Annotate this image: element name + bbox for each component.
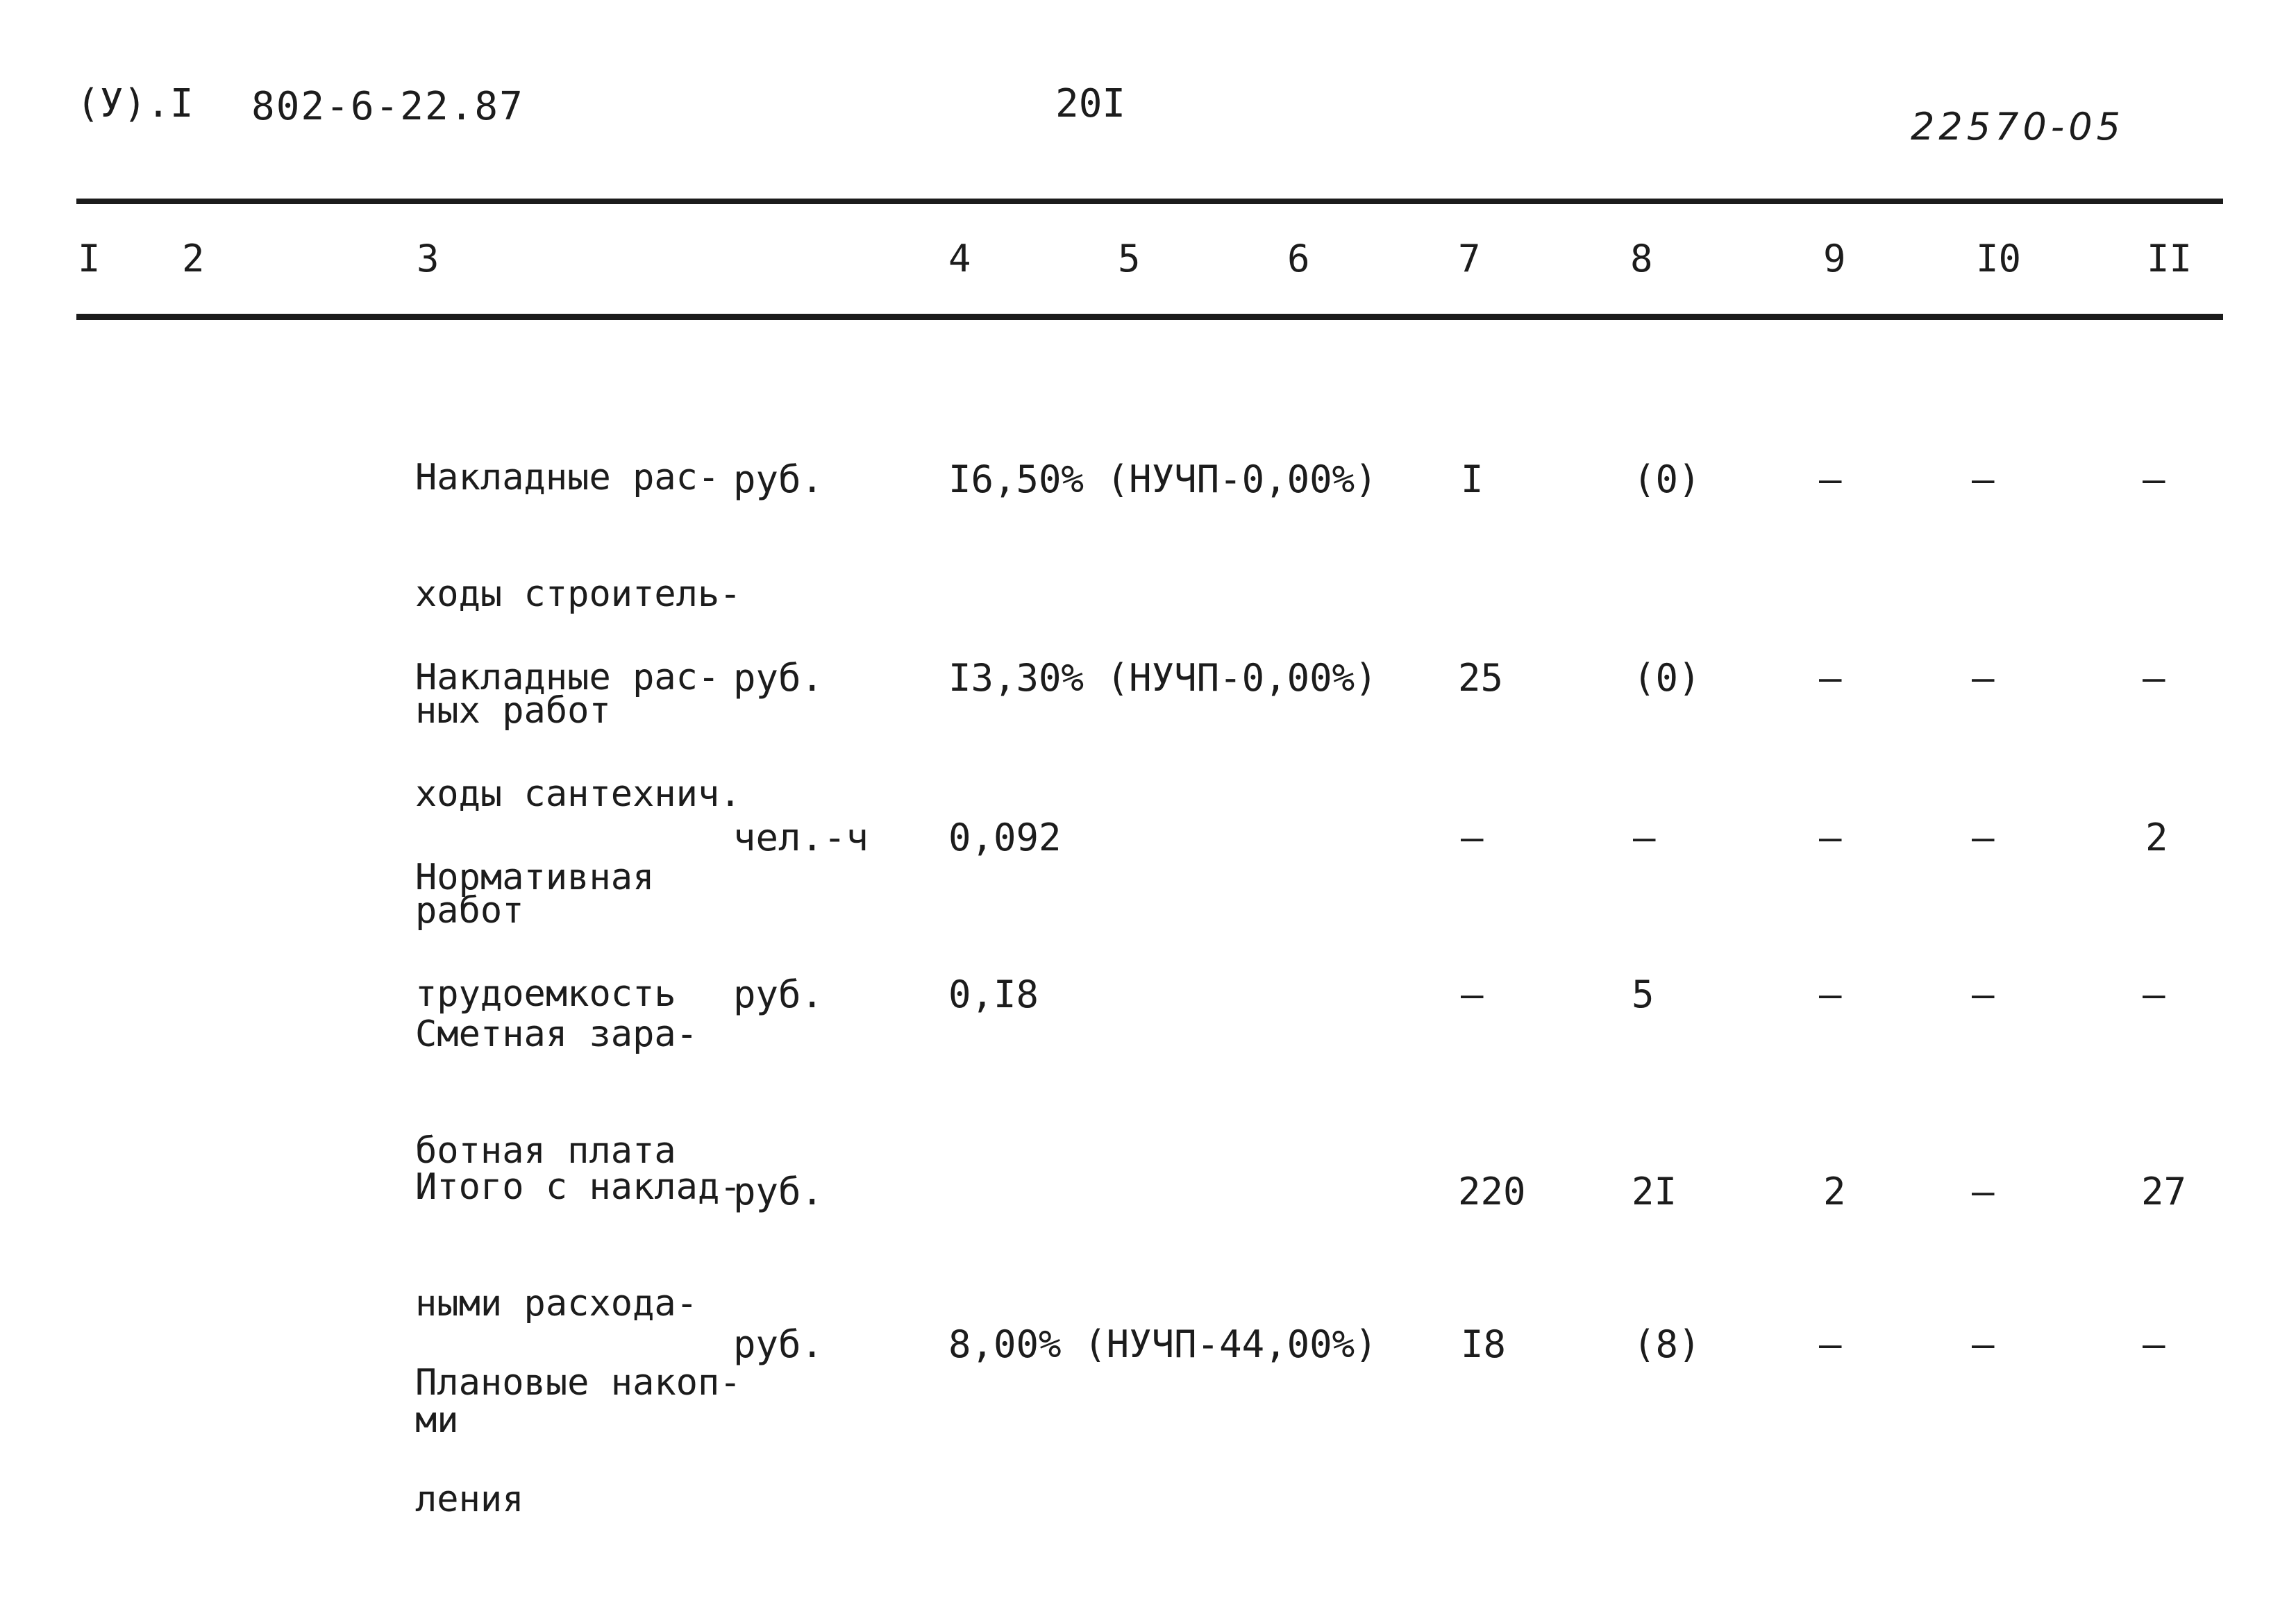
row-col10: –	[1972, 816, 1995, 859]
row-description-line: ходы сантехнич.	[415, 773, 741, 815]
column-number-10: I0	[1976, 237, 2022, 280]
row-col9: 2	[1823, 1170, 1846, 1213]
column-number-8: 8	[1630, 237, 1653, 280]
column-number-6: 6	[1287, 237, 1310, 280]
column-number-1: I	[78, 237, 101, 280]
document-code: (У).I	[76, 81, 194, 126]
row-description-line: Сметная зара-	[415, 1014, 698, 1055]
row-col8: 5	[1632, 973, 1654, 1016]
row-col10: –	[1972, 457, 1995, 501]
row-description-line: ходы строитель-	[415, 573, 741, 615]
row-unit: чел.-ч	[733, 816, 869, 859]
row-description-line: трудоемкость	[415, 973, 676, 1015]
row-col10: –	[1972, 973, 1995, 1016]
document-number: 22570-05	[1911, 105, 2125, 149]
column-number-7: 7	[1458, 237, 1481, 280]
row-col9: –	[1819, 816, 1842, 859]
row-col11: –	[2143, 656, 2165, 700]
row-norm: I3,30% (НУЧП-0,00%)	[948, 656, 1377, 700]
column-number-11: II	[2147, 237, 2193, 280]
row-unit: руб.	[733, 457, 824, 501]
row-col7: I	[1461, 457, 1484, 501]
row-col11: 27	[2141, 1170, 2187, 1213]
document-page: (У).I 802-6-22.87 20I 22570-05 I 2 3 4 5…	[76, 81, 2223, 1519]
table-row-overhead-construction: Накладные рас- ходы строитель- ных работ	[415, 380, 741, 808]
column-number-5: 5	[1118, 237, 1141, 280]
row-description-line: ми	[415, 1399, 459, 1441]
table-row-labor-intensity: Нормативная трудоемкость	[415, 780, 676, 1091]
top-rule	[76, 199, 2223, 204]
row-description-line: ботная плата	[415, 1130, 676, 1172]
row-description-line: ными расхода-	[415, 1283, 698, 1324]
row-norm: 8,00% (НУЧП-44,00%)	[948, 1322, 1377, 1366]
row-unit: руб.	[733, 1322, 824, 1366]
row-col11: –	[2143, 973, 2165, 1016]
row-col10: –	[1972, 656, 1995, 700]
row-description-line: ления	[415, 1479, 524, 1520]
row-col9: –	[1819, 457, 1842, 501]
row-col10: –	[1972, 1322, 1995, 1366]
row-col10: –	[1972, 1170, 1995, 1213]
row-col8: (0)	[1633, 656, 1701, 700]
row-col7: –	[1461, 973, 1484, 1016]
row-unit: руб.	[733, 973, 824, 1016]
row-norm: 0,I8	[948, 973, 1039, 1016]
table-row-wages: Сметная зара- ботная плата	[415, 937, 698, 1248]
column-number-2: 2	[182, 237, 205, 280]
row-col9: –	[1819, 1322, 1842, 1366]
column-number-3: 3	[417, 237, 439, 280]
column-number-9: 9	[1823, 237, 1846, 280]
row-col8: (0)	[1633, 457, 1701, 501]
table-row-planned-savings: Плановые накоп- ления	[415, 1286, 741, 1597]
row-description-line: Накладные рас-	[415, 657, 720, 698]
row-col9: –	[1819, 656, 1842, 700]
row-col9: –	[1819, 973, 1842, 1016]
row-unit: руб.	[733, 1170, 824, 1213]
row-norm: 0,092	[948, 816, 1062, 859]
row-col11: –	[2143, 457, 2165, 501]
row-unit: руб.	[733, 656, 824, 700]
row-col7: –	[1461, 816, 1484, 859]
series-number: 802-6-22.87	[251, 84, 524, 129]
row-description-line: Плановые накоп-	[415, 1362, 741, 1404]
table-row-overhead-plumbing: Накладные рас- ходы сантехнич. работ	[415, 580, 741, 1008]
header-bottom-rule	[76, 314, 2223, 320]
row-description-line: Нормативная	[415, 857, 655, 898]
row-description-line: Накладные рас-	[415, 457, 720, 498]
row-col7: I8	[1461, 1322, 1507, 1366]
column-number-4: 4	[948, 237, 971, 280]
row-col11: 2	[2145, 816, 2168, 859]
row-col7: 220	[1458, 1170, 1526, 1213]
page-number: 20I	[1055, 81, 1126, 126]
row-description-line: Итого с наклад-	[415, 1166, 741, 1208]
table-row-total-with-overhead: Итого с наклад- ными расхода- ми	[415, 1090, 741, 1517]
row-col7: 25	[1458, 656, 1504, 700]
row-norm: I6,50% (НУЧП-0,00%)	[948, 457, 1377, 501]
row-description-line: ных работ	[415, 690, 611, 732]
row-col8: (8)	[1633, 1322, 1701, 1366]
row-col8: 2I	[1632, 1170, 1677, 1213]
row-col11: –	[2143, 1322, 2165, 1366]
row-col8: –	[1633, 816, 1656, 859]
row-description-line: работ	[415, 890, 524, 932]
